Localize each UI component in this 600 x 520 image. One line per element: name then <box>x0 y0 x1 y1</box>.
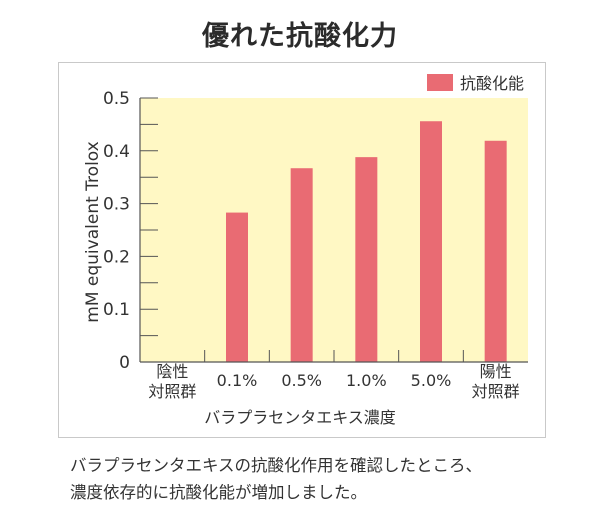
bar <box>355 157 378 362</box>
x-tick-label: 1.0% <box>346 371 387 390</box>
x-tick-label: 0.5% <box>281 371 322 390</box>
y-tick-label: 0.4 <box>103 142 130 162</box>
legend-swatch <box>427 74 453 91</box>
y-axis-title: mM equivalent Trolox <box>83 141 103 322</box>
bar <box>484 140 507 362</box>
chart-title: 優れた抗酸化力 <box>202 21 398 52</box>
y-tick-label: 0.1 <box>103 300 130 320</box>
x-tick-label: 対照群 <box>148 382 196 401</box>
legend-label: 抗酸化能 <box>460 74 524 93</box>
bar-series <box>226 121 507 363</box>
x-tick-label: 5.0% <box>411 371 452 390</box>
bar <box>290 168 313 362</box>
caption-line: バラプラセンタエキスの抗酸化作用を確認したところ、 <box>70 456 483 475</box>
bar <box>420 121 442 363</box>
x-tick-label: 陰性 <box>156 362 188 381</box>
y-axis-ticks <box>140 97 158 363</box>
y-tick-label: 0.5 <box>103 89 130 109</box>
x-tick-label: 対照群 <box>472 382 520 401</box>
caption-line: 濃度依存的に抗酸化能が増加しました。 <box>70 483 367 502</box>
x-axis-ticks <box>204 350 464 362</box>
bar <box>226 212 248 362</box>
plot-background <box>140 98 528 362</box>
y-tick-label: 0 <box>119 353 130 373</box>
x-tick-label: 0.1% <box>217 371 258 390</box>
y-tick-label: 0.3 <box>103 195 130 215</box>
y-tick-label: 0.2 <box>103 247 130 267</box>
x-tick-label: 陽性 <box>480 362 512 381</box>
y-axis-tick-labels: 0 0.1 0.2 0.3 0.4 0.5 <box>103 89 130 373</box>
caption: バラプラセンタエキスの抗酸化作用を確認したところ、 濃度依存的に抗酸化能が増加し… <box>70 452 590 506</box>
x-axis-title: バラプラセンタエキス濃度 <box>204 408 396 427</box>
